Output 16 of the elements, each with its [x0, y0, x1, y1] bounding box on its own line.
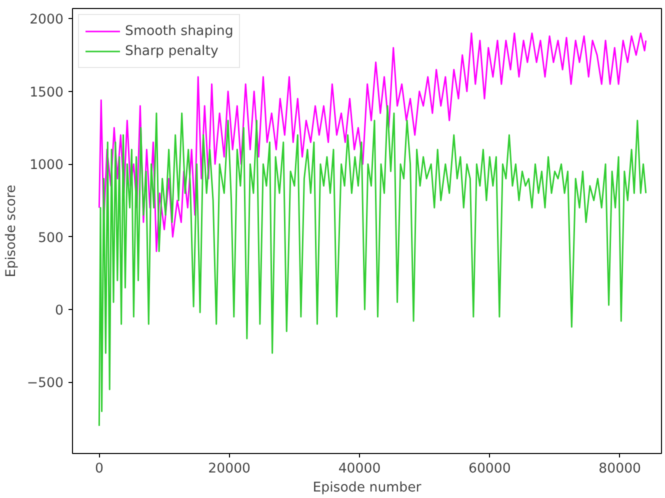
- y-axis-title: Episode score: [4, 184, 19, 278]
- legend-label: Sharp penalty: [125, 44, 218, 58]
- x-tick-label: 40000: [338, 462, 381, 476]
- x-tick-label: 20000: [208, 462, 251, 476]
- y-tick-label: 0: [55, 304, 64, 319]
- x-tick-label: 0: [94, 462, 104, 476]
- x-tick-label: 60000: [468, 462, 511, 476]
- y-tick-label: −500: [26, 376, 64, 392]
- y-tick-label: 500: [38, 230, 64, 246]
- legend-label: Smooth shaping: [125, 24, 234, 38]
- y-tick-label: 1000: [30, 158, 64, 174]
- line-series: [98, 105, 647, 427]
- y-tick-label: 1500: [30, 85, 64, 100]
- x-axis-title: Episode number: [312, 480, 422, 496]
- x-tick-label: 80000: [598, 462, 642, 476]
- y-tick-label: 2000: [30, 12, 64, 28]
